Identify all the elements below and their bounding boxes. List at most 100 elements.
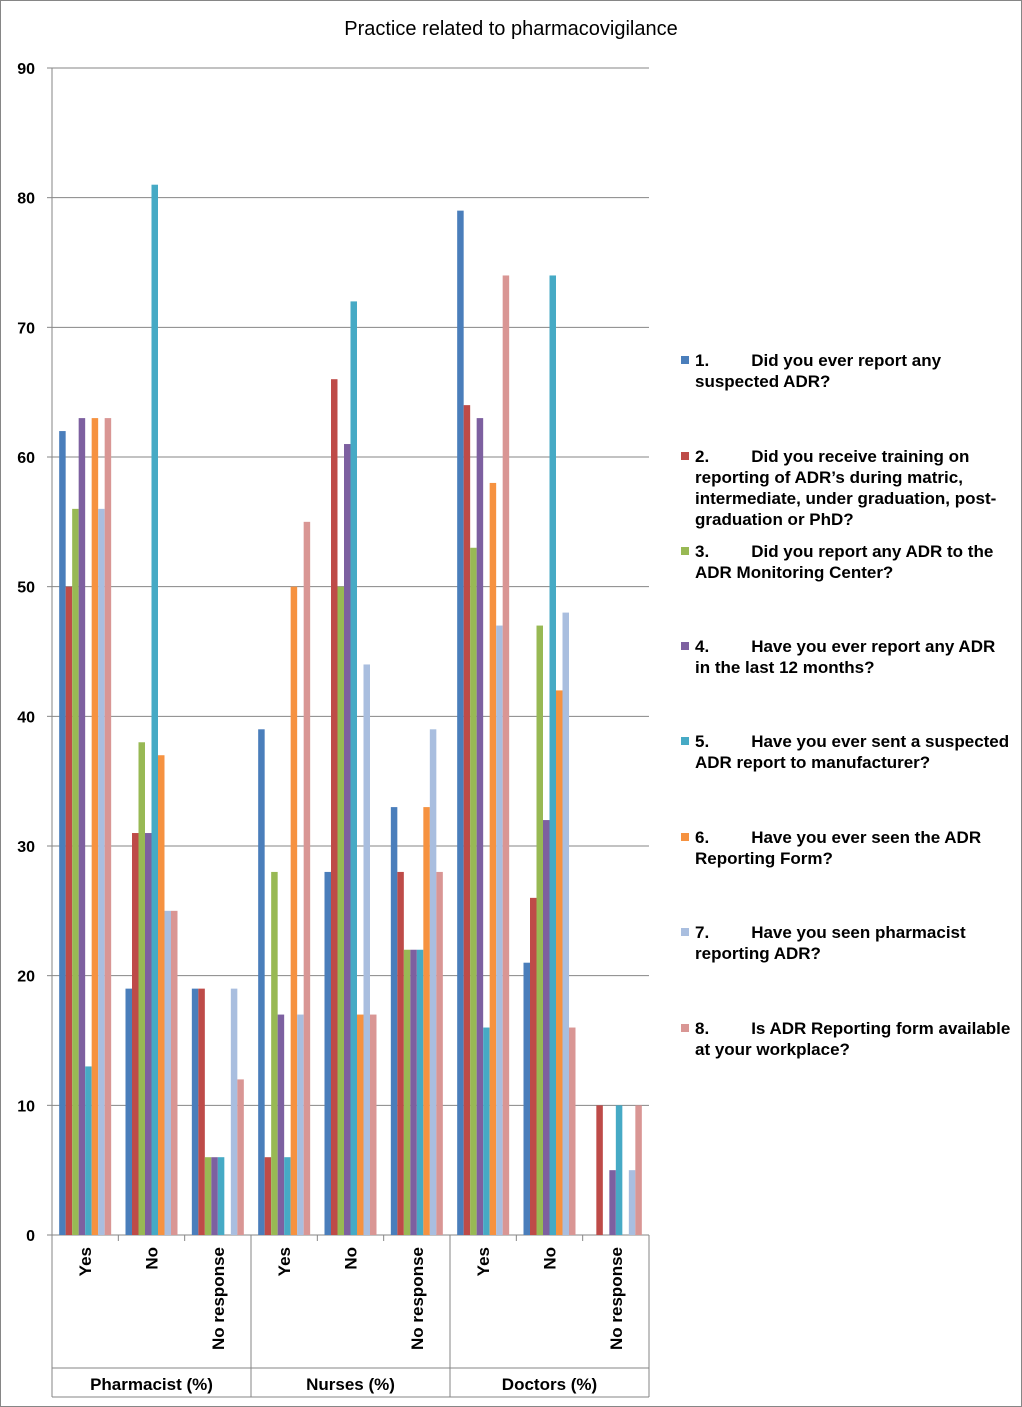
bar-g1-c2-s8: [171, 910, 178, 1235]
bar-g3-c1-s8: [502, 275, 510, 1235]
bar-g2-c3-s7: [429, 729, 437, 1235]
legend-text-5: 5. Have you ever sent a suspected ADR rep…: [695, 731, 1015, 773]
legend-label-6: Have you ever seen the ADR Reporting For…: [695, 828, 986, 868]
bar-g3-c2-s5: [549, 275, 556, 1235]
bar-g1-c3-s3: [204, 1157, 212, 1235]
bar-g3-c1-s2: [463, 405, 471, 1236]
bar-g2-c2-s8: [370, 1014, 377, 1235]
legend-text-1: 1. Did you ever report any suspected ADR?: [695, 350, 1015, 392]
legend-text-2: 2. Did you receive training on reporting …: [695, 446, 1015, 530]
bar-g2-c3-s5: [416, 949, 424, 1235]
bar-g1-c3-s5: [217, 1157, 225, 1235]
category-label-g1-c1: Yes: [76, 1247, 95, 1276]
bar-g3-c1-s1: [457, 210, 464, 1236]
legend-text-3: 3. Did you report any ADR to the ADR Moni…: [695, 541, 1015, 583]
bar-g3-c3-s2: [596, 1105, 603, 1235]
y-tick-label-20: 20: [17, 969, 35, 986]
group-label-2: Nurses (%): [306, 1375, 395, 1394]
bar-g2-c1-s7: [297, 1014, 304, 1235]
legend-text-6: 6. Have you ever seen the ADR Reporting F…: [695, 827, 1015, 869]
bar-g2-c2-s3: [337, 586, 344, 1235]
legend-swatch-8: [681, 1024, 689, 1032]
bar-g2-c1-s3: [271, 871, 278, 1235]
bar-g1-c1-s8: [104, 418, 112, 1236]
legend-text-7: 7. Have you seen pharmacist reporting ADR…: [695, 922, 1015, 964]
bar-g3-c2-s4: [543, 820, 550, 1235]
legend-label-4: Have you ever report any ADR in the last…: [695, 637, 1000, 677]
bar-g2-c2-s1: [324, 871, 331, 1235]
legend-text-8: 8. Is ADR Reporting form available at you…: [695, 1018, 1015, 1060]
bar-g2-c2-s2: [331, 379, 338, 1235]
legend-num-3: 3.: [695, 542, 710, 561]
bar-g2-c2-s6: [357, 1014, 364, 1235]
category-label-g3-c1: Yes: [474, 1247, 493, 1276]
bar-g1-c2-s7: [164, 910, 171, 1235]
category-label-g1-c2: No: [143, 1247, 162, 1270]
y-tick-label-80: 80: [17, 191, 35, 208]
legend-num-8: 8.: [695, 1019, 710, 1038]
bar-g1-c1-s6: [91, 418, 99, 1236]
legend-label-3: Did you report any ADR to the ADR Monito…: [695, 542, 998, 582]
bar-g3-c3-s7: [628, 1170, 636, 1235]
bar-g1-c2-s3: [138, 742, 145, 1235]
bar-g1-c3-s2: [198, 988, 205, 1235]
y-tick-label-50: 50: [17, 580, 35, 597]
legend-num-4: 4.: [695, 637, 710, 656]
bar-g1-c3-s4: [211, 1157, 218, 1235]
bar-g2-c1-s6: [290, 586, 298, 1235]
bar-g2-c3-s6: [423, 807, 430, 1235]
bar-g2-c3-s3: [403, 949, 411, 1235]
legend-label-7: Have you seen pharmacist reporting ADR?: [695, 923, 971, 963]
y-tick-label-60: 60: [17, 450, 35, 467]
bar-g1-c2-s4: [145, 833, 152, 1235]
bar-g3-c1-s3: [470, 547, 477, 1235]
bar-g2-c3-s1: [390, 807, 398, 1235]
legend-num-1: 1.: [695, 351, 710, 370]
bar-g1-c1-s5: [85, 1066, 92, 1235]
group-label-1: Pharmacist (%): [90, 1375, 213, 1394]
bar-g1-c1-s7: [98, 508, 105, 1235]
y-tick-label-10: 10: [17, 1098, 35, 1115]
bar-g2-c1-s2: [264, 1157, 272, 1235]
legend-num-7: 7.: [695, 923, 710, 942]
bar-g1-c1-s3: [72, 508, 79, 1235]
legend-num-6: 6.: [695, 828, 710, 847]
y-tick-label-30: 30: [17, 839, 35, 856]
y-tick-label-0: 0: [26, 1228, 35, 1245]
bar-g2-c1-s4: [277, 1014, 285, 1235]
bar-g2-c2-s5: [350, 301, 357, 1235]
category-label-g2-c2: No: [342, 1247, 361, 1270]
category-label-g3-c3: No response: [607, 1247, 626, 1350]
bar-g2-c3-s8: [436, 871, 443, 1235]
bar-g1-c1-s2: [65, 586, 73, 1235]
bar-g2-c3-s4: [410, 949, 417, 1235]
bar-g1-c3-s8: [237, 1079, 244, 1235]
bar-g1-c1-s1: [59, 431, 66, 1236]
bar-g2-c2-s4: [344, 444, 351, 1235]
bar-g2-c1-s5: [284, 1157, 291, 1235]
legend-swatch-5: [681, 737, 689, 745]
bar-g2-c3-s2: [397, 871, 404, 1235]
bar-g1-c1-s4: [78, 418, 86, 1236]
group-label-3: Doctors (%): [502, 1375, 597, 1394]
bar-g1-c2-s5: [151, 184, 158, 1236]
legend-label-8: Is ADR Reporting form available at your …: [695, 1019, 1016, 1059]
legend-swatch-6: [681, 833, 689, 841]
legend-label-1: Did you ever report any suspected ADR?: [695, 351, 946, 391]
bar-g3-c2-s1: [523, 962, 530, 1235]
bar-g3-c2-s8: [569, 1027, 576, 1235]
bar-g3-c2-s7: [562, 612, 569, 1235]
bar-g3-c3-s8: [635, 1105, 642, 1235]
legend-label-5: Have you ever sent a suspected ADR repor…: [695, 732, 1014, 772]
y-tick-label-90: 90: [17, 61, 35, 78]
bar-g3-c3-s4: [609, 1170, 616, 1235]
bar-g2-c1-s8: [303, 521, 311, 1235]
legend-text-4: 4. Have you ever report any ADR in the la…: [695, 636, 1015, 678]
bar-g2-c1-s1: [258, 729, 265, 1235]
bar-g3-c3-s5: [615, 1105, 623, 1235]
bar-g1-c2-s6: [158, 755, 165, 1235]
bar-g1-c3-s7: [230, 988, 238, 1235]
category-label-g1-c3: No response: [209, 1247, 228, 1350]
category-label-g2-c3: No response: [408, 1247, 427, 1350]
